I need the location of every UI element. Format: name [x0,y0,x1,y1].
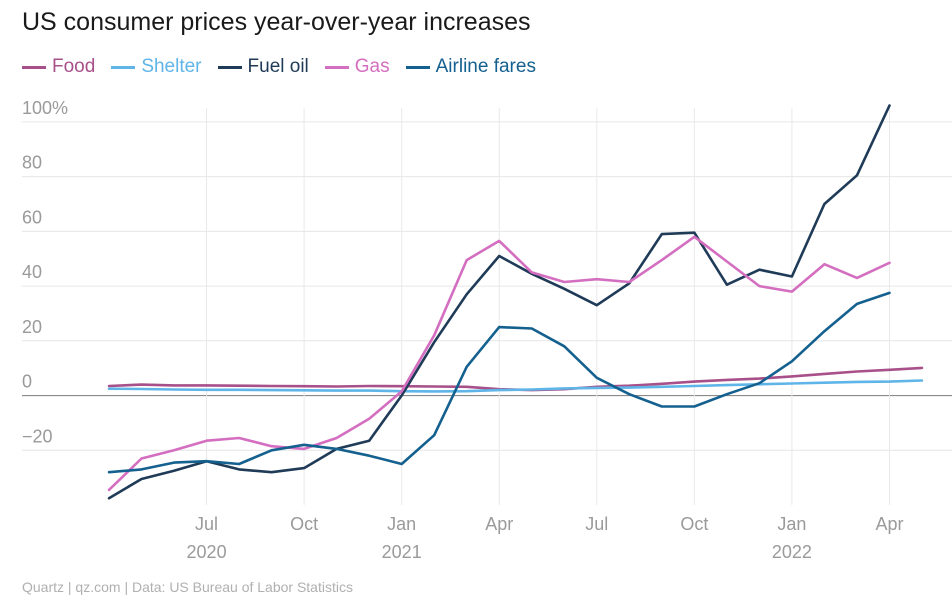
legend-label: Food [52,56,96,77]
legend-label: Fuel oil [247,56,309,77]
x-tick-label: Jul [585,514,608,534]
chart-legend: Food Shelter Fuel oil Gas Airline fares [22,56,536,78]
y-tick-label: 20 [22,317,42,337]
legend-item-airline-fares: Airline fares [405,56,536,78]
series-line-shelter [107,379,924,393]
series-line-gas [107,235,891,492]
source-note: Quartz | qz.com | Data: US Bureau of Lab… [22,579,353,595]
y-tick-label: 100% [22,98,68,118]
y-tick-label: 40 [22,262,42,282]
legend-swatch [111,65,136,69]
series-line-airline-fares [107,291,891,474]
x-year-label: 2020 [187,542,227,562]
x-year-label: 2022 [772,542,812,562]
x-axis-labels: Jul 2020 Oct Jan 2021 Apr Jul Oct Jan 2022 Apr [187,514,904,562]
legend-item-gas: Gas [324,56,390,78]
x-tick-label: Oct [290,514,318,534]
legend-label: Shelter [141,56,202,77]
y-tick-label: −20 [22,426,53,446]
x-tick-label: Oct [680,514,708,534]
x-tick-label: Apr [485,514,513,534]
legend-item-fuel-oil: Fuel oil [217,56,309,78]
legend-item-food: Food [22,56,95,78]
legend-swatch [217,65,242,69]
series-lines [107,104,924,500]
x-tick-label: Apr [875,514,903,534]
series-line-food [107,366,924,392]
legend-item-shelter: Shelter [111,56,202,78]
y-tick-label: 0 [22,372,32,392]
legend-swatch [324,65,349,69]
legend-label: Gas [354,56,390,77]
grid-lines [22,108,952,505]
x-tick-label: Jul [195,514,218,534]
legend-label: Airline fares [435,56,536,77]
series-line-fuel-oil [107,104,891,500]
legend-swatch [405,65,430,69]
legend-swatch [22,65,46,69]
chart-title: US consumer prices year-over-year increa… [22,8,531,36]
x-tick-label: Jan [387,514,416,534]
y-tick-label: 60 [22,207,42,227]
y-axis-labels: 100% 80 60 40 20 0 −20 [22,98,68,446]
y-tick-label: 80 [22,153,42,173]
x-year-label: 2021 [382,542,422,562]
x-tick-label: Jan [777,514,806,534]
